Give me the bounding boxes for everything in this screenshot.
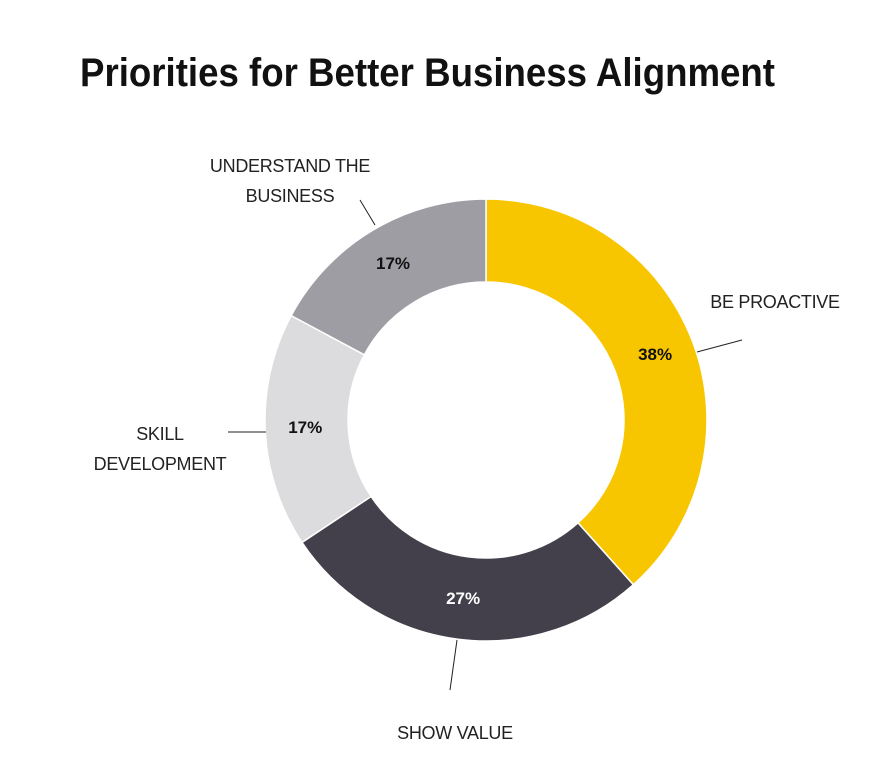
leader-line [696, 339, 743, 353]
leader-line [449, 639, 458, 691]
category-label: BE PROACTIVE [710, 292, 840, 312]
chart-title: Priorities for Better Business Alignment [80, 51, 775, 95]
data-label: 17% [376, 254, 410, 273]
donut-slice [290, 198, 487, 356]
donut-slice [485, 198, 708, 586]
leader-line [359, 199, 376, 226]
data-label: 17% [288, 418, 322, 437]
category-label: UNDERSTAND THE BUSINESS [209, 156, 371, 206]
data-label: 38% [638, 345, 672, 364]
category-label: SHOW VALUE [397, 723, 513, 743]
donut-slice [300, 495, 635, 642]
data-label: 27% [446, 589, 480, 608]
category-label: SKILL DEVELOPMENT [93, 424, 227, 474]
